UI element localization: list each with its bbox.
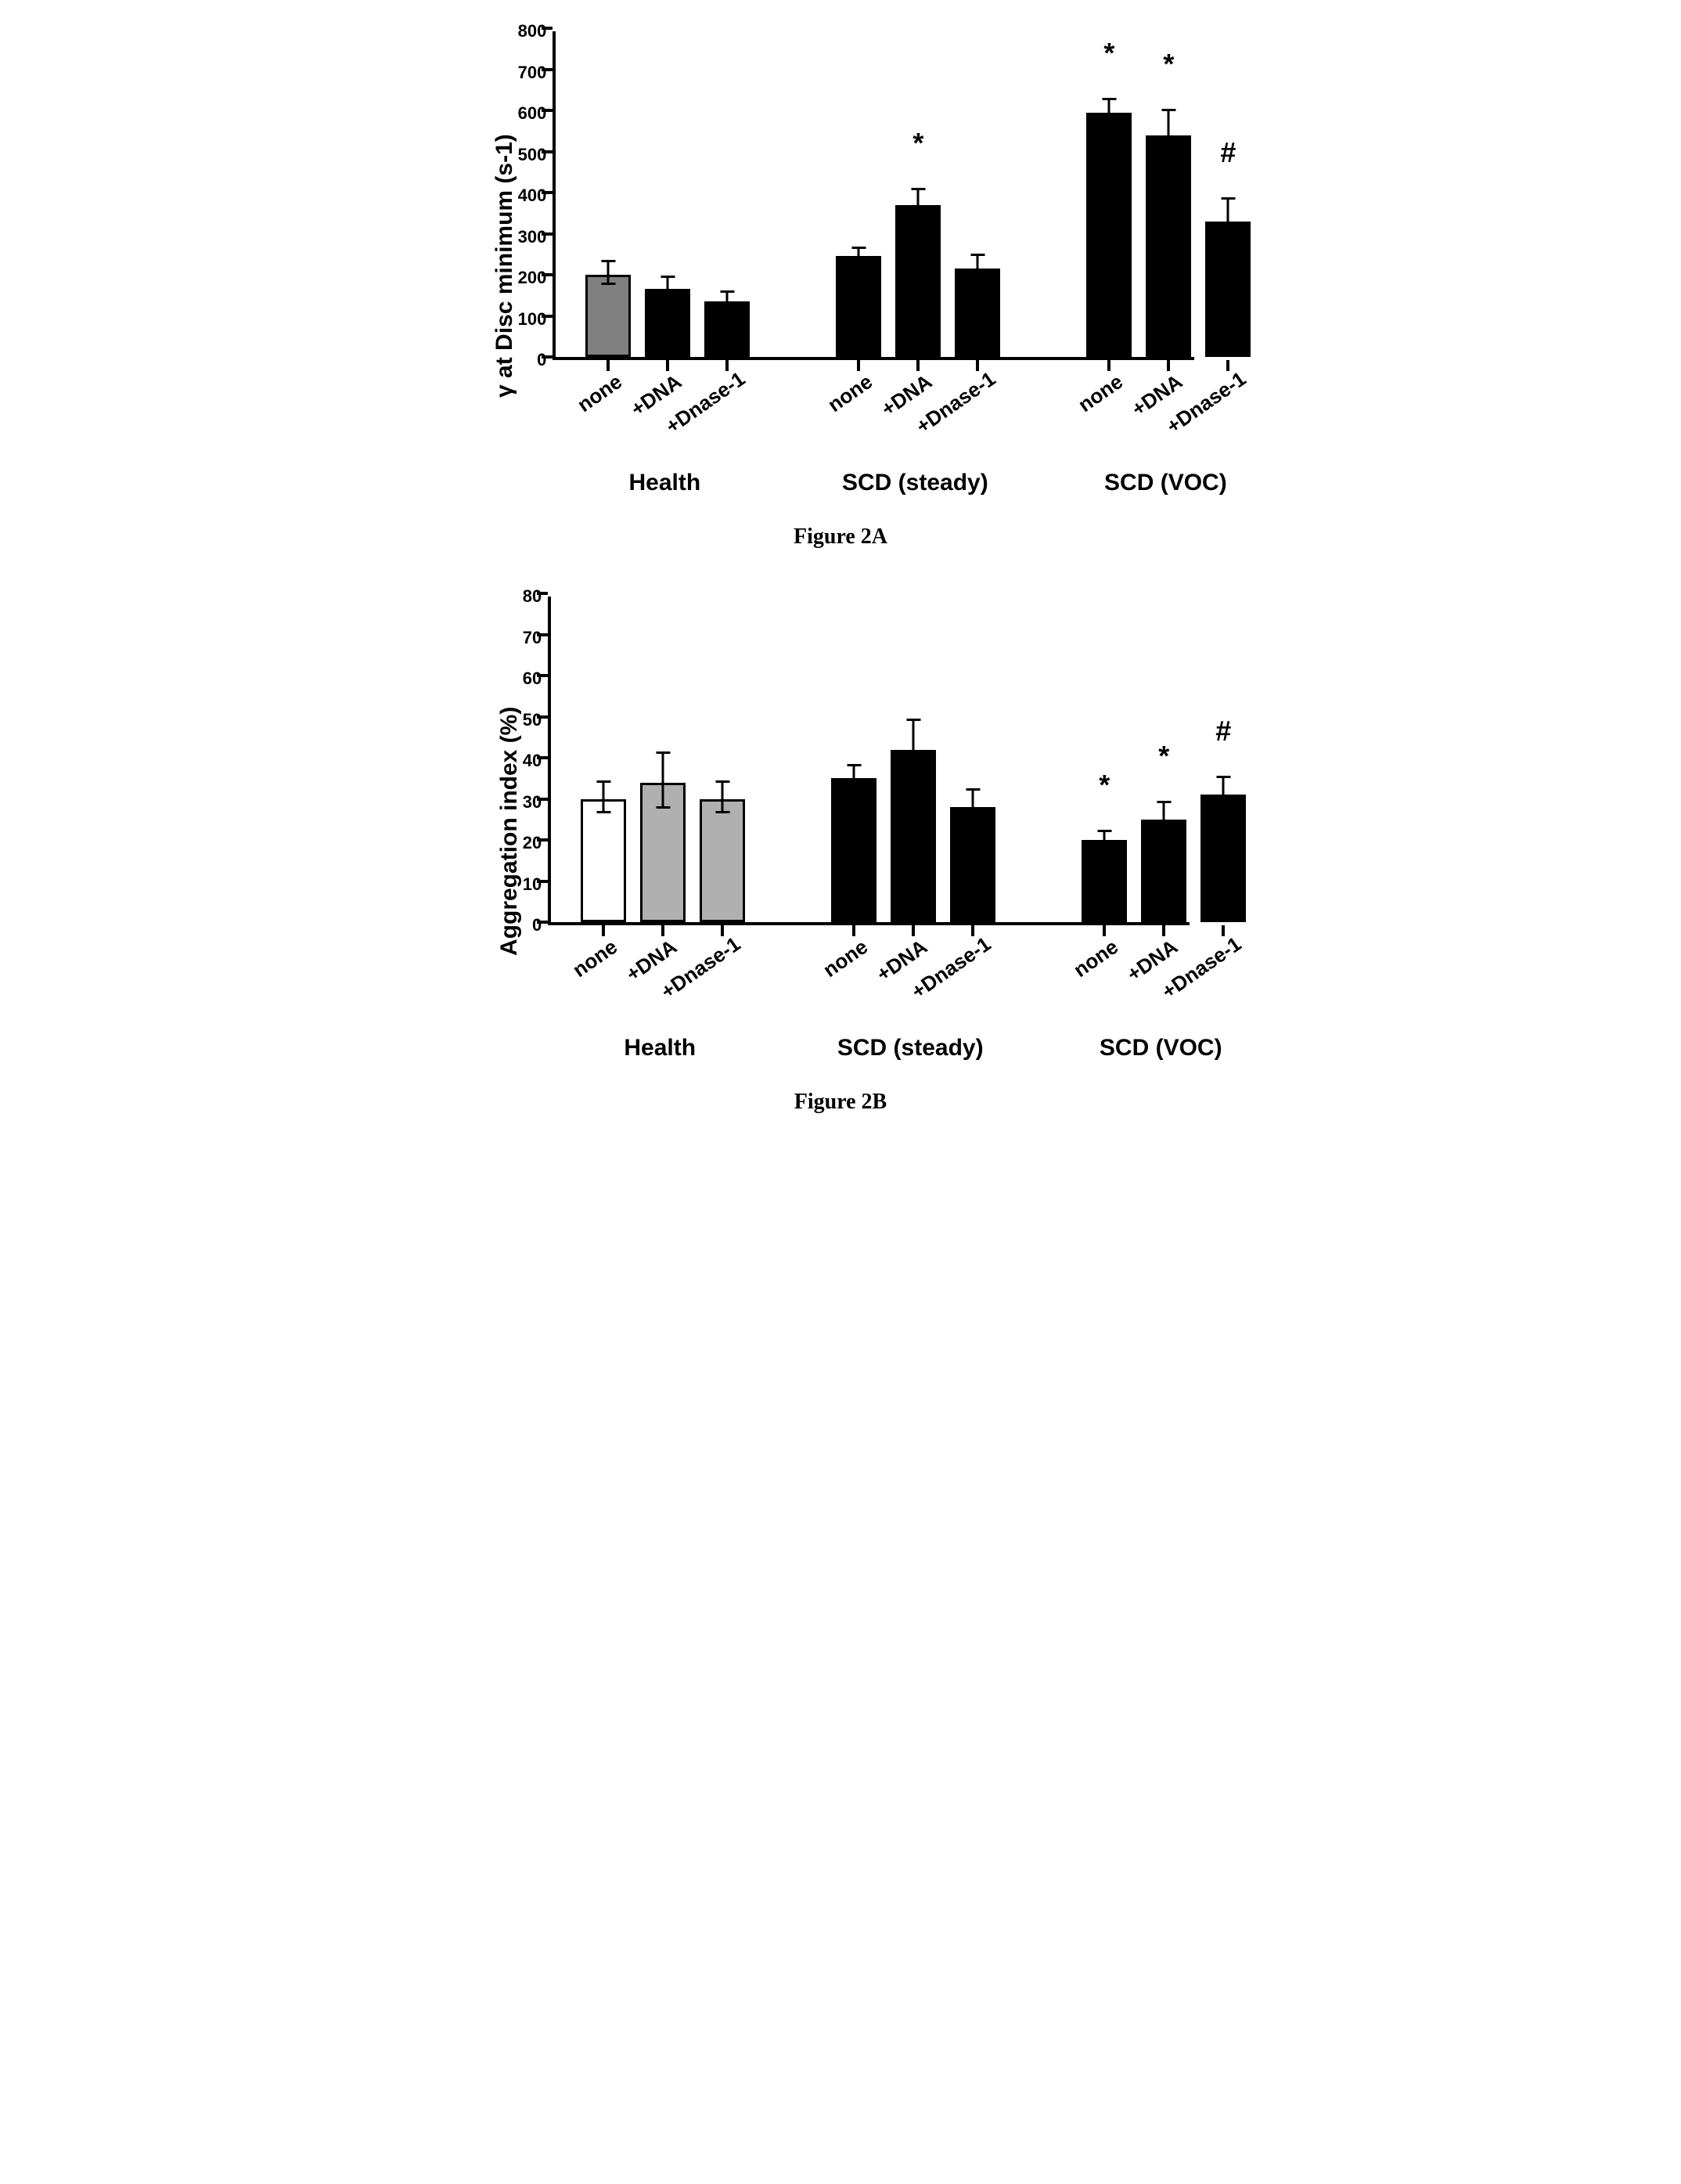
fig2b-annotation: * bbox=[1158, 742, 1169, 770]
fig2b-ytick-mark bbox=[537, 674, 548, 677]
fig2a-errorbar bbox=[726, 290, 729, 308]
fig2b-errorbar bbox=[853, 764, 855, 789]
x-labels-2a: none+DNA+Dnase-1none+DNA+Dnase-1none+DNA… bbox=[553, 360, 1194, 470]
fig2b-bar bbox=[1141, 820, 1186, 922]
fig2b-bar bbox=[891, 750, 936, 923]
fig2b-annotation: * bbox=[1099, 771, 1110, 799]
fig2a-errorbar bbox=[1108, 98, 1110, 123]
fig2a-bar bbox=[1146, 135, 1191, 358]
fig2a-ytick-mark bbox=[542, 150, 553, 153]
fig2a-group-label: Health bbox=[629, 470, 701, 496]
fig2b-bar bbox=[640, 783, 686, 923]
fig2b-errorbar bbox=[1103, 830, 1106, 846]
fig2b-ytick-mark bbox=[537, 921, 548, 924]
fig2a-errorbar bbox=[977, 254, 979, 279]
fig2b-errorbar bbox=[912, 719, 915, 777]
plot-2a: ***# bbox=[553, 31, 1194, 360]
chart-2a: γ at Disc minimum (s-1) 8007006005004003… bbox=[487, 31, 1195, 501]
caption-2b: Figure 2B bbox=[794, 1090, 887, 1115]
fig2b-bar bbox=[950, 807, 995, 922]
fig2a-ytick-mark bbox=[542, 109, 553, 112]
fig2a-xtick-mark bbox=[1226, 360, 1229, 371]
fig2a-annotation: # bbox=[1220, 139, 1236, 167]
fig2a-ytick-mark bbox=[542, 232, 553, 236]
fig2b-errorbar bbox=[722, 780, 724, 813]
fig2b-bar bbox=[581, 799, 626, 923]
fig2a-bar bbox=[836, 256, 881, 357]
fig2b-bar bbox=[1082, 840, 1127, 922]
fig2b-errorbar bbox=[972, 788, 974, 821]
fig2a-bar bbox=[704, 301, 750, 357]
fig2a-errorbar bbox=[1168, 109, 1170, 157]
fig2b-ytick-mark bbox=[537, 633, 548, 636]
fig2a-bar bbox=[645, 289, 690, 357]
fig2a-errorbar bbox=[917, 188, 920, 217]
fig2b-xtick-mark bbox=[1222, 925, 1225, 936]
fig2b-group-label: SCD (VOC) bbox=[1100, 1035, 1222, 1061]
fig2a-ytick-mark bbox=[542, 273, 553, 276]
fig2a-ytick-mark bbox=[542, 315, 553, 318]
fig2a-annotation: * bbox=[1103, 39, 1114, 67]
fig2b-ytick-mark bbox=[537, 798, 548, 801]
y-axis-label-2a: γ at Disc minimum (s-1) bbox=[487, 31, 518, 501]
y-axis-2a: 8007006005004003002001000 bbox=[518, 31, 553, 360]
fig2b-bar bbox=[831, 778, 876, 922]
caption-2a: Figure 2A bbox=[794, 524, 887, 550]
fig2a-bar bbox=[895, 205, 941, 357]
fig2b-ytick-mark bbox=[537, 715, 548, 719]
fig2a-ytick-mark bbox=[542, 355, 553, 359]
fig2b-group-label: SCD (steady) bbox=[837, 1035, 984, 1061]
y-axis-label-2b: Aggregation index (%) bbox=[491, 596, 523, 1066]
fig2b-group-label: Health bbox=[624, 1035, 696, 1061]
fig2a-ytick-mark bbox=[542, 68, 553, 71]
fig2a-annotation: * bbox=[912, 129, 923, 157]
fig2b-errorbar bbox=[603, 780, 605, 813]
fig2b-ytick-mark bbox=[537, 838, 548, 842]
fig2a-annotation: * bbox=[1163, 50, 1174, 78]
fig2a-bar bbox=[1205, 222, 1251, 357]
figure-2a: γ at Disc minimum (s-1) 8007006005004003… bbox=[487, 31, 1195, 550]
group-labels-2a: HealthSCD (steady)SCD (VOC) bbox=[553, 470, 1194, 501]
fig2b-ytick-mark bbox=[537, 756, 548, 759]
figure-2b: Aggregation index (%) 80706050403020100 … bbox=[491, 596, 1190, 1115]
fig2a-ytick-mark bbox=[542, 191, 553, 194]
fig2a-bar bbox=[955, 268, 1000, 357]
fig2a-ytick-mark bbox=[542, 27, 553, 30]
fig2a-bar bbox=[1086, 113, 1132, 357]
fig2b-errorbar bbox=[1163, 801, 1165, 834]
fig2a-group-label: SCD (steady) bbox=[842, 470, 988, 496]
fig2b-annotation: # bbox=[1215, 717, 1231, 745]
fig2b-bar bbox=[700, 799, 745, 923]
fig2a-bar bbox=[585, 275, 631, 357]
fig2b-bar bbox=[1200, 795, 1246, 922]
y-axis-2b: 80706050403020100 bbox=[523, 596, 548, 925]
fig2b-errorbar bbox=[662, 751, 664, 809]
fig2a-errorbar bbox=[667, 276, 669, 298]
fig2b-ytick-mark bbox=[537, 880, 548, 883]
fig2a-errorbar bbox=[1227, 197, 1229, 240]
group-labels-2b: HealthSCD (steady)SCD (VOC) bbox=[548, 1035, 1190, 1066]
fig2a-group-label: SCD (VOC) bbox=[1104, 470, 1227, 496]
chart-2b: Aggregation index (%) 80706050403020100 … bbox=[491, 596, 1190, 1066]
plot-2b: **# bbox=[548, 596, 1190, 925]
fig2b-errorbar bbox=[1222, 776, 1225, 809]
fig2b-ytick-mark bbox=[537, 592, 548, 595]
fig2a-errorbar bbox=[858, 247, 860, 261]
fig2a-errorbar bbox=[607, 260, 610, 285]
x-labels-2b: none+DNA+Dnase-1none+DNA+Dnase-1none+DNA… bbox=[548, 925, 1190, 1035]
